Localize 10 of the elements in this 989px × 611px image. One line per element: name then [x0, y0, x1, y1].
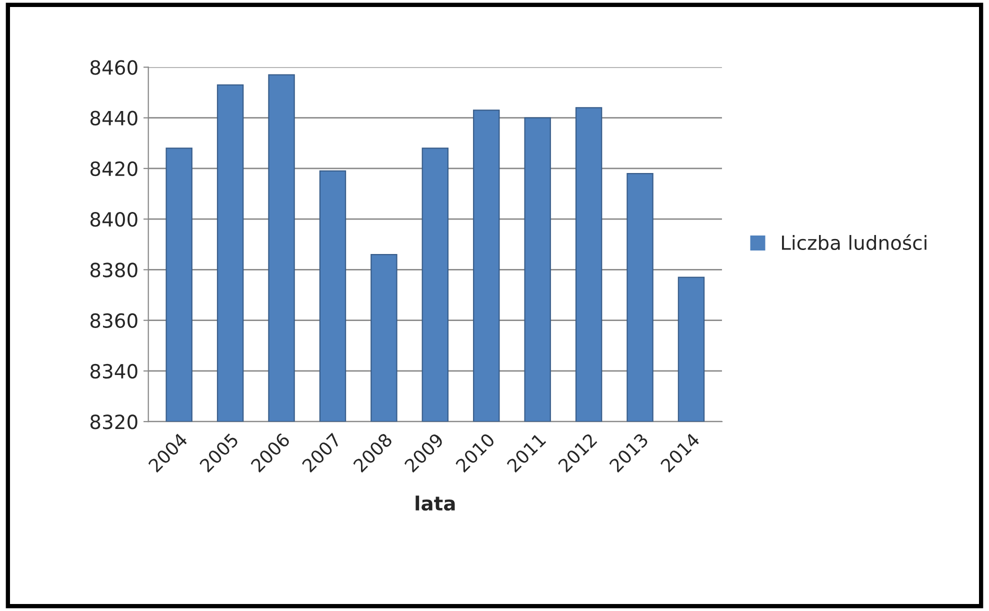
y-tick-label: 8400 — [90, 212, 138, 227]
x-axis-title: lata — [416, 496, 455, 511]
y-tick-label: 8460 — [90, 60, 138, 75]
y-tick-label: 8420 — [90, 161, 138, 176]
y-tick-label: 8320 — [90, 414, 138, 430]
y-tick-label: 8440 — [90, 110, 138, 126]
y-tick-label: 8360 — [90, 313, 138, 328]
y-tick-label: 8380 — [90, 262, 138, 278]
y-tick-label: 8340 — [90, 364, 138, 379]
legend-label: Liczba ludności — [782, 234, 926, 250]
